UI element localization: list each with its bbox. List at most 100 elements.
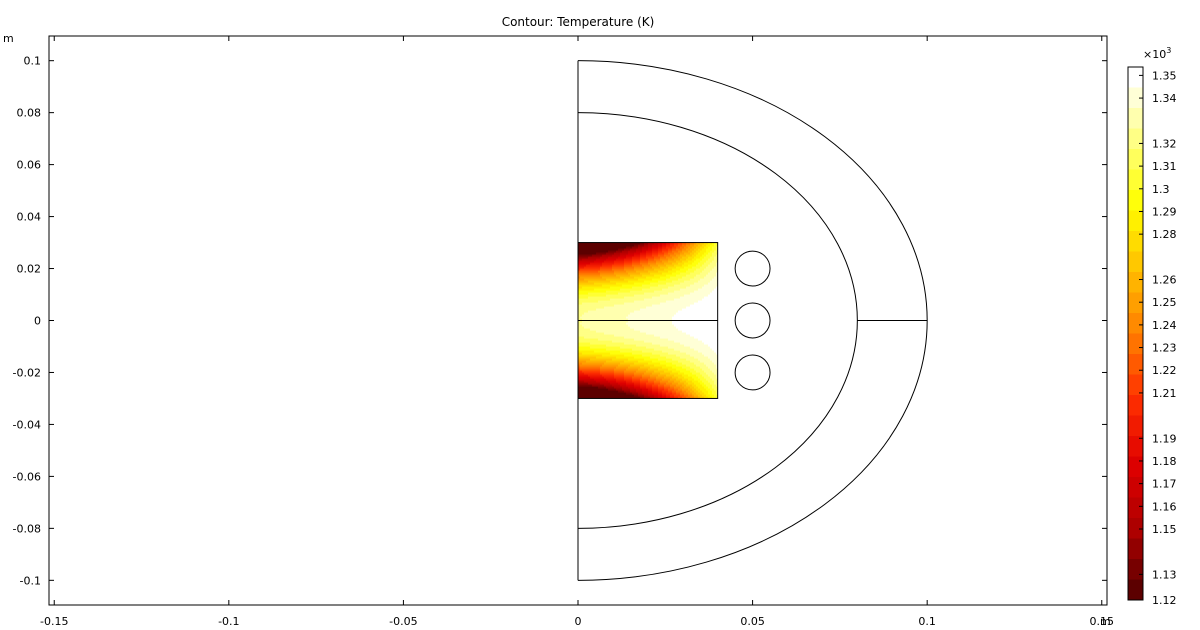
temperature-cell — [660, 322, 663, 326]
temperature-cell — [630, 382, 633, 386]
temperature-cell — [674, 242, 677, 246]
temperature-cell — [642, 286, 645, 290]
temperature-cell — [594, 330, 597, 334]
temperature-cell — [674, 250, 677, 254]
temperature-cell — [664, 390, 667, 394]
temperature-cell — [616, 390, 619, 394]
temperature-cell — [678, 290, 681, 294]
temperature-cell — [692, 376, 695, 380]
temperature-cell — [674, 246, 677, 250]
temperature-cell — [592, 268, 595, 272]
temperature-cell — [698, 256, 701, 260]
temperature-cell — [648, 336, 651, 340]
temperature-cell — [650, 344, 653, 348]
temperature-cell — [674, 346, 677, 350]
temperature-cell — [594, 270, 597, 274]
temperature-cell — [602, 270, 605, 274]
temperature-cell — [638, 354, 641, 358]
temperature-cell — [630, 372, 633, 376]
temperature-cell — [662, 312, 665, 316]
temperature-cell — [686, 330, 689, 334]
temperature-cell — [666, 302, 669, 306]
temperature-cell — [586, 392, 589, 396]
temperature-cell — [638, 246, 641, 250]
temperature-cell — [646, 278, 649, 282]
temperature-cell — [694, 254, 697, 258]
temperature-cell — [592, 378, 595, 382]
temperature-cell — [598, 294, 601, 298]
temperature-cell — [588, 344, 591, 348]
temperature-cell — [590, 346, 593, 350]
temperature-cell — [588, 388, 591, 392]
temperature-cell — [630, 324, 633, 328]
temperature-cell — [640, 392, 643, 396]
temperature-cell — [692, 242, 695, 246]
temperature-cell — [660, 284, 663, 288]
temperature-cell — [698, 254, 701, 258]
temperature-cell — [678, 370, 681, 374]
temperature-cell — [668, 300, 671, 304]
temperature-cell — [670, 332, 673, 336]
temperature-cell — [656, 252, 659, 256]
temperature-cell — [694, 306, 697, 310]
temperature-cell — [688, 378, 691, 382]
temperature-cell — [666, 340, 669, 344]
temperature-cell — [674, 386, 677, 390]
temperature-cell — [582, 252, 585, 256]
temperature-cell — [690, 372, 693, 376]
temperature-cell — [610, 312, 613, 316]
temperature-cell — [648, 390, 651, 394]
temperature-cell — [638, 396, 641, 399]
temperature-cell — [682, 362, 685, 366]
temperature-cell — [698, 260, 701, 264]
temperature-cell — [582, 384, 585, 388]
temperature-cell — [584, 334, 587, 338]
temperature-cell — [606, 282, 609, 286]
temperature-cell — [580, 278, 583, 282]
temperature-cell — [704, 250, 707, 254]
temperature-cell — [688, 270, 691, 274]
temperature-cell — [580, 366, 583, 370]
temperature-cell — [690, 246, 693, 250]
temperature-cell — [600, 310, 603, 314]
temperature-cell — [662, 354, 665, 358]
temperature-cell — [648, 372, 651, 376]
temperature-cell — [678, 316, 681, 320]
temperature-cell — [596, 310, 599, 314]
temperature-cell — [652, 362, 655, 366]
temperature-cell — [618, 324, 621, 328]
temperature-cell — [588, 314, 591, 318]
temperature-cell — [610, 308, 613, 312]
temperature-cell — [580, 344, 583, 348]
temperature-cell — [622, 326, 625, 330]
temperature-cell — [638, 278, 641, 282]
temperature-cell — [656, 300, 659, 304]
temperature-cell — [614, 340, 617, 344]
temperature-cell — [658, 282, 661, 286]
temperature-cell — [662, 392, 665, 396]
temperature-cell — [618, 338, 621, 342]
temperature-cell — [674, 282, 677, 286]
temperature-cell — [594, 262, 597, 266]
temperature-cell — [628, 300, 631, 304]
temperature-cell — [590, 308, 593, 312]
temperature-cell — [610, 354, 613, 358]
temperature-cell — [682, 356, 685, 360]
temperature-cell — [590, 274, 593, 278]
temperature-cell — [648, 326, 651, 330]
temperature-cell — [644, 340, 647, 344]
temperature-cell — [608, 350, 611, 354]
temperature-cell — [672, 250, 675, 254]
temperature-cell — [578, 266, 581, 270]
temperature-cell — [626, 304, 629, 308]
temperature-cell — [614, 384, 617, 388]
temperature-cell — [648, 280, 651, 284]
temperature-cell — [584, 360, 587, 364]
temperature-cell — [650, 382, 653, 386]
temperature-cell — [652, 326, 655, 330]
temperature-cell — [590, 378, 593, 382]
temperature-cell — [694, 302, 697, 306]
temperature-cell — [642, 248, 645, 252]
temperature-cell — [686, 318, 689, 322]
temperature-cell — [628, 354, 631, 358]
